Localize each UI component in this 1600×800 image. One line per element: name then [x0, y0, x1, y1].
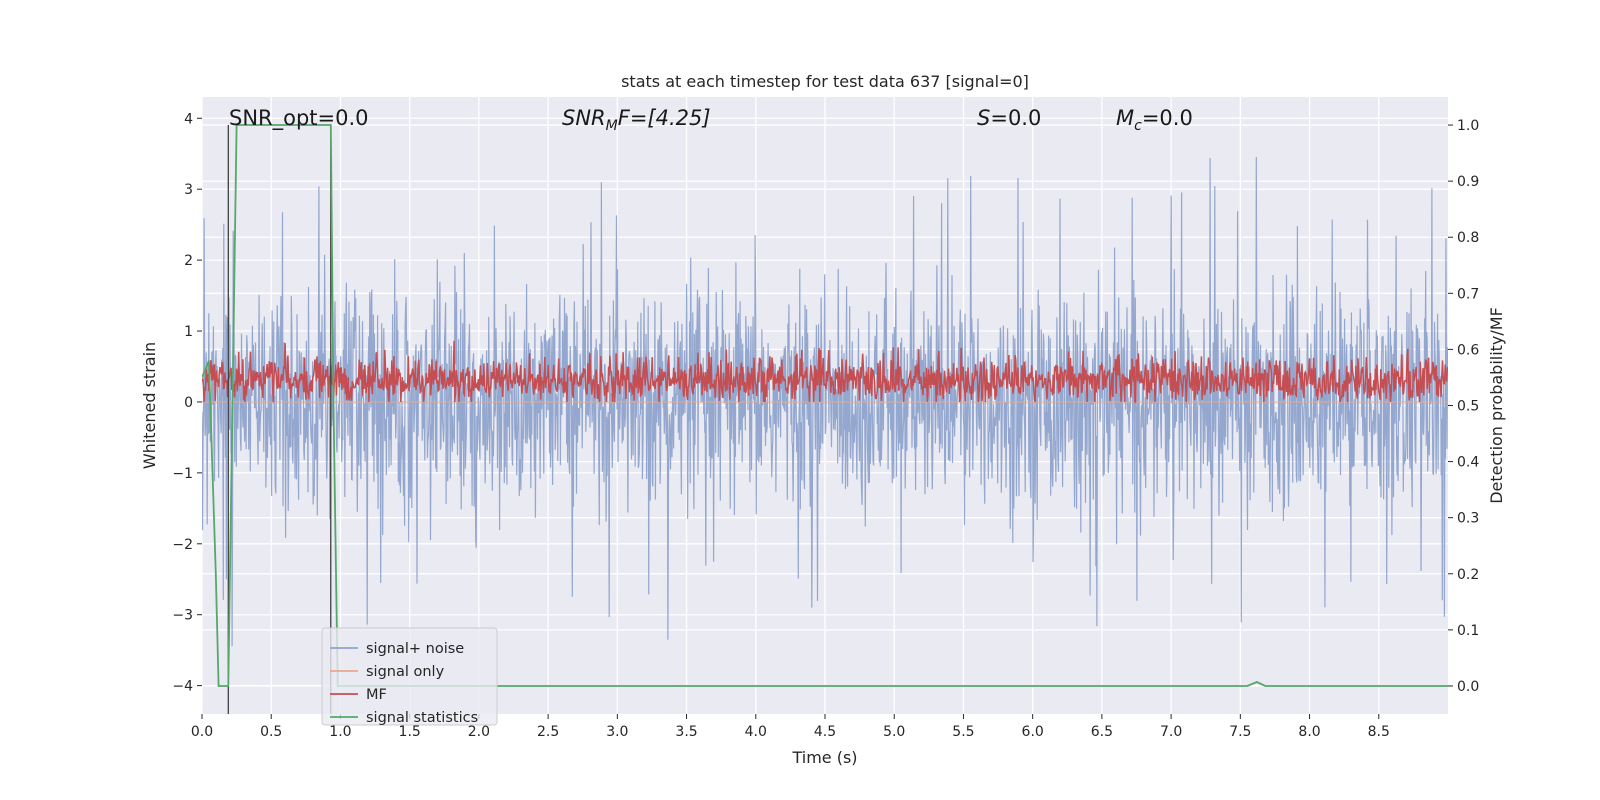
annotation-s: S=0.0 [977, 106, 1041, 130]
x-tick-label-15: 7.5 [1229, 724, 1251, 740]
annotation-mc: Mc=0.0 [1116, 106, 1193, 134]
series-mf [202, 340, 1448, 403]
legend-label-1: signal only [366, 664, 445, 680]
signal-statistics-line [202, 124, 1448, 687]
y-tick-label-3: −1 [172, 466, 193, 482]
series-signal-noise [202, 156, 1448, 647]
x-axis-label: Time (s) [791, 748, 857, 767]
y2-tick-label-1: 0.1 [1457, 623, 1479, 639]
y2-tick-label-6: 0.6 [1457, 342, 1479, 358]
y-tick-label-8: 4 [184, 111, 193, 127]
signal-noise-line [202, 156, 1448, 647]
y2-ticks: 0.0 0.1 0.2 0.3 0.4 0.5 0.6 0.7 0.8 0.9 1.0 [1448, 118, 1479, 695]
x-tick-label-10: 5.0 [883, 724, 905, 740]
x-tick-label-3: 1.5 [399, 724, 421, 740]
y-tick-label-4: 0 [184, 395, 193, 411]
y-tick-label-2: −2 [172, 537, 193, 553]
y-tick-label-0: −4 [172, 679, 193, 695]
y2-tick-label-4: 0.4 [1457, 455, 1479, 471]
x-tick-label-7: 3.5 [675, 724, 697, 740]
x-tick-label-1: 0.5 [260, 724, 282, 740]
series-signal-statistics [202, 124, 1448, 687]
y-tick-label-6: 2 [184, 253, 193, 269]
x-tick-label-12: 6.0 [1022, 724, 1044, 740]
annotation-mc-prefix: M [1116, 106, 1134, 130]
x-tick-label-5: 2.5 [537, 724, 559, 740]
y2-tick-label-0: 0.0 [1457, 679, 1479, 695]
x-tick-label-13: 6.5 [1091, 724, 1113, 740]
x-tick-label-4: 2.0 [468, 724, 490, 740]
y2-tick-label-5: 0.5 [1457, 399, 1479, 415]
y2-tick-label-2: 0.2 [1457, 567, 1479, 583]
vertical-markers [227, 125, 332, 714]
y2-tick-label-9: 0.9 [1457, 174, 1479, 190]
legend-box [321, 627, 498, 726]
x-tick-label-17: 8.5 [1368, 724, 1390, 740]
annotation-mc-suffix: =0.0 [1142, 106, 1193, 130]
x-tick-label-11: 5.5 [952, 724, 974, 740]
annotation-snr-opt: SNR_opt=0.0 [229, 106, 369, 131]
y-tick-label-1: −3 [172, 608, 193, 624]
y2-axis-label: Detection probability/MF [1487, 307, 1506, 504]
annotation-s-prefix: S [977, 106, 990, 130]
y2-tick-label-7: 0.7 [1457, 286, 1479, 302]
y2-tick-label-8: 0.8 [1457, 230, 1479, 246]
y-tick-label-5: 1 [184, 324, 193, 340]
annotation-s-suffix: =0.0 [990, 106, 1041, 130]
chart-title: stats at each timestep for test data 637… [621, 72, 1029, 91]
y2-tick-label-3: 0.3 [1457, 511, 1479, 527]
legend-label-2: MF [366, 687, 387, 703]
x-tick-label-9: 4.5 [814, 724, 836, 740]
annotation-snr-mf-suffix: F=[4.25] [618, 106, 711, 130]
y-axis-label: Whitened strain [140, 342, 159, 469]
legend: signal+ noise signal only MF signal statist… [321, 627, 498, 726]
x-tick-label-0: 0.0 [191, 724, 213, 740]
y-ticks: −4 −3 −2 −1 0 1 2 3 4 [172, 111, 202, 695]
x-tick-label-16: 8.0 [1298, 724, 1320, 740]
annotation-mc-sub: c [1134, 118, 1142, 134]
x-tick-label-6: 3.0 [606, 724, 628, 740]
mf-line [202, 340, 1448, 403]
x-tick-label-8: 4.0 [745, 724, 767, 740]
legend-label-3: signal statistics [366, 710, 478, 726]
x-ticks: 0.0 0.5 1.0 1.5 2.0 2.5 3.0 3.5 4.0 4.5 5.0 5.5 6.0 6… [191, 714, 1390, 740]
x-tick-label-2: 1.0 [329, 724, 351, 740]
annotation-snr-mf-sub: M [606, 118, 618, 134]
x-tick-label-14: 7.0 [1160, 724, 1182, 740]
legend-label-0: signal+ noise [366, 641, 464, 657]
y2-tick-label-10: 1.0 [1457, 118, 1479, 134]
annotation-snr-mf: SNRMF=[4.25] [562, 106, 711, 134]
annotation-snr-mf-prefix: SNR [562, 106, 606, 130]
y-tick-label-7: 3 [184, 182, 193, 198]
